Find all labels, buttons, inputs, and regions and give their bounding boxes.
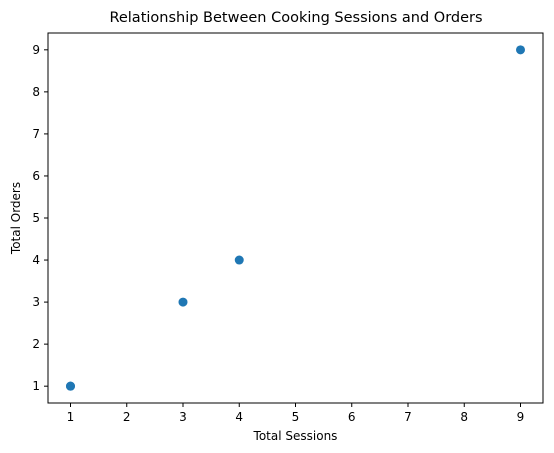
x-tick-label: 4 (235, 410, 243, 424)
x-axis-ticks: 1 2 3 4 5 6 7 8 9 (67, 403, 525, 424)
y-axis-ticks: 1 2 3 4 5 6 7 8 9 (32, 43, 48, 393)
x-axis-title: Total Sessions (253, 429, 338, 443)
y-tick-label: 7 (32, 127, 40, 141)
x-tick-label: 3 (179, 410, 187, 424)
x-tick-label: 7 (404, 410, 412, 424)
data-point (178, 297, 188, 307)
plot-area-frame (47, 32, 544, 404)
x-tick-label: 5 (292, 410, 300, 424)
data-points (66, 45, 525, 391)
y-tick-label: 9 (32, 43, 40, 57)
y-tick-label: 1 (32, 379, 40, 393)
y-tick-label: 6 (32, 169, 40, 183)
y-axis-title: Total Orders (9, 182, 23, 255)
x-tick-label: 8 (460, 410, 468, 424)
data-point (66, 381, 75, 391)
data-point (516, 45, 525, 55)
y-tick-label: 5 (32, 211, 40, 225)
y-tick-label: 2 (32, 337, 40, 351)
y-tick-label: 8 (32, 85, 40, 99)
x-tick-label: 6 (348, 410, 356, 424)
x-tick-label: 1 (67, 410, 75, 424)
x-tick-label: 9 (517, 410, 525, 424)
data-point (234, 255, 244, 265)
y-tick-label: 3 (32, 295, 40, 309)
x-tick-label: 2 (123, 410, 131, 424)
chart-title: Relationship Between Cooking Sessions an… (109, 10, 482, 26)
y-tick-label: 4 (32, 253, 40, 267)
